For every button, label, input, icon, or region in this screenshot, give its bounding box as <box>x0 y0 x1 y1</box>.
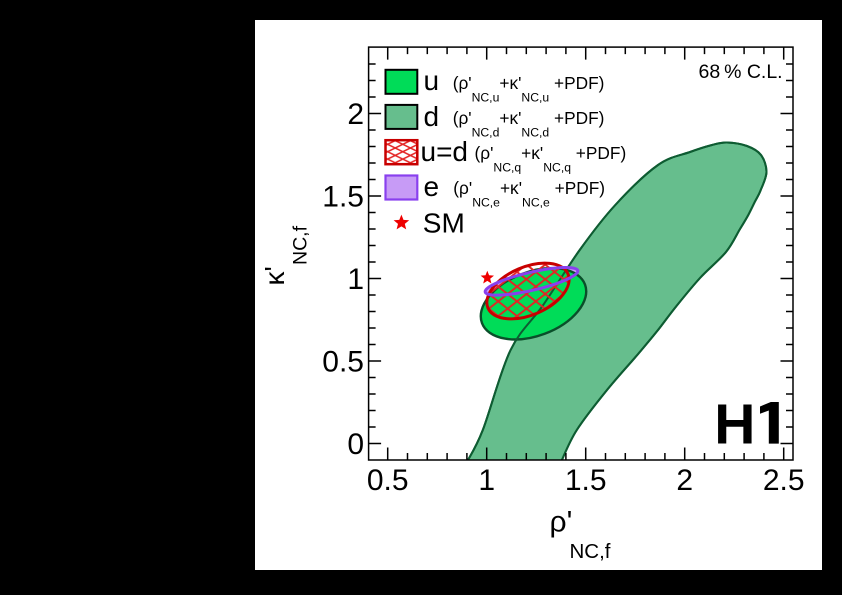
svg-text:0: 0 <box>347 428 364 461</box>
svg-text:H: H <box>714 393 755 457</box>
svg-text:(ρ'NC,e+κ'NC,e +PDF): (ρ'NC,e+κ'NC,e +PDF) <box>453 178 605 210</box>
svg-text:2: 2 <box>676 464 693 497</box>
svg-text:κ': κ' <box>259 266 290 285</box>
svg-text:1: 1 <box>478 464 495 497</box>
svg-text:NC,f: NC,f <box>290 225 312 265</box>
svg-text:1.5: 1.5 <box>565 464 607 497</box>
svg-text:2: 2 <box>347 98 364 131</box>
svg-text:SM: SM <box>423 208 465 239</box>
svg-text:(ρ'NC,q+κ'NC,q +PDF): (ρ'NC,q+κ'NC,q +PDF) <box>475 143 627 175</box>
svg-text:(ρ'NC,u+κ'NC,u +PDF): (ρ'NC,u+κ'NC,u +PDF) <box>453 73 605 105</box>
svg-text:d: d <box>424 101 440 132</box>
svg-text:2.5: 2.5 <box>763 464 805 497</box>
svg-text:e: e <box>424 171 440 202</box>
svg-text:u: u <box>424 65 440 96</box>
svg-text:ρ': ρ' <box>550 506 573 539</box>
svg-text:(ρ'NC,d+κ'NC,d +PDF): (ρ'NC,d+κ'NC,d +PDF) <box>453 108 605 140</box>
svg-text:1.5: 1.5 <box>322 181 364 214</box>
svg-text:0.5: 0.5 <box>367 464 409 497</box>
svg-text:0.5: 0.5 <box>322 346 364 379</box>
svg-text:u=d: u=d <box>421 136 469 167</box>
svg-text:68 % C.L.: 68 % C.L. <box>698 61 782 83</box>
svg-text:NC,f: NC,f <box>570 540 611 563</box>
svg-text:1: 1 <box>347 263 364 296</box>
